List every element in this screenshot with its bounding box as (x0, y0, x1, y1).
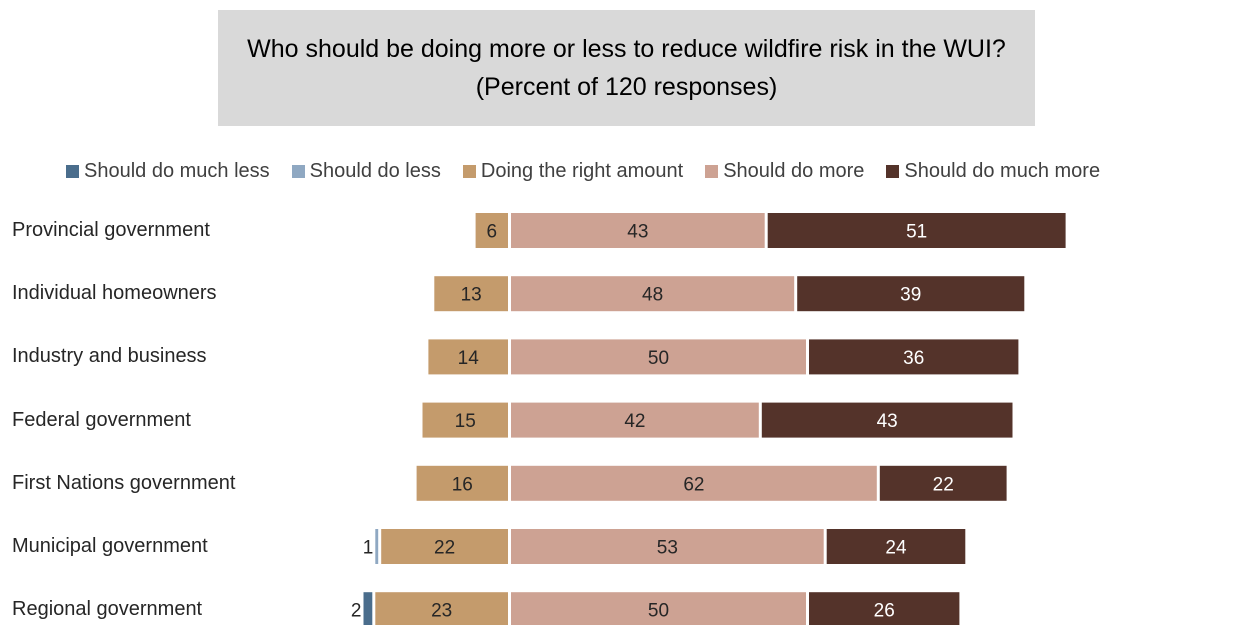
bar-regional-government-doing-the-right-amount (375, 592, 508, 625)
chart-title-box: Who should be doing more or less to redu… (218, 10, 1035, 126)
legend-swatch (66, 164, 79, 178)
bar-regional-government-should-do-much-more (809, 592, 960, 625)
data-label-individual-homeowners-doing-the-right-amount: 13 (461, 285, 482, 306)
data-label-municipal-government-should-do-much-more: 24 (885, 538, 907, 559)
legend-label: Should do more (723, 159, 865, 182)
data-label-municipal-government-doing-the-right-amount: 22 (434, 538, 455, 559)
bar-industry-and-business-should-do-more (511, 339, 806, 375)
bar-provincial-government-doing-the-right-amount (475, 213, 508, 248)
category-label-provincial-government: Provincial government (12, 219, 210, 241)
data-label-regional-government-doing-the-right-amount: 23 (431, 601, 452, 622)
category-label-industry-and-business: Industry and business (12, 345, 207, 368)
bar-regional-government-should-do-much-less (363, 592, 373, 625)
data-label-first-nations-government-should-do-much-more: 22 (933, 474, 954, 495)
bar-individual-homeowners-should-do-more (511, 276, 795, 312)
bar-individual-homeowners-should-do-much-more (797, 276, 1025, 312)
category-label-regional-government: Regional government (12, 598, 203, 621)
legend-label: Should do much less (84, 159, 270, 182)
bar-federal-government-should-do-much-more (761, 402, 1013, 438)
data-label-regional-government-should-do-more: 50 (648, 601, 669, 622)
data-label-first-nations-government-should-do-more: 62 (683, 474, 704, 495)
chart-title: Who should be doing more or less to redu… (247, 35, 1006, 101)
bar-individual-homeowners-doing-the-right-amount (434, 276, 508, 312)
data-label-provincial-government-should-do-much-more: 51 (906, 222, 927, 243)
legend-item-should-do-much-less: Should do much less (66, 160, 270, 183)
data-label-first-nations-government-doing-the-right-amount: 16 (452, 474, 473, 495)
bar-first-nations-government-should-do-much-more (879, 465, 1007, 501)
legend-item-should-do-less: Should do less (291, 159, 441, 183)
bar-industry-and-business-should-do-much-more (809, 339, 1019, 375)
bar-provincial-government-should-do-more (511, 213, 765, 248)
category-label-federal-government: Federal government (12, 408, 191, 431)
data-label-industry-and-business-should-do-more: 50 (648, 348, 669, 369)
bar-municipal-government-doing-the-right-amount (381, 529, 508, 564)
data-label-municipal-government-should-do-more: 53 (657, 538, 678, 559)
legend-item-doing-the-right-amount: Doing the right amount (462, 159, 684, 183)
legend-label: Should do less (309, 159, 441, 182)
bar-industry-and-business-doing-the-right-amount (428, 339, 508, 375)
category-label-individual-homeowners: Individual homeowners (12, 282, 217, 305)
data-label-individual-homeowners-should-do-more: 48 (642, 285, 663, 306)
data-label-regional-government-should-do-much-less: 2 (351, 601, 362, 622)
legend-label: Should do much more (904, 159, 1101, 182)
legend-item-should-do-more: Should do more (705, 160, 864, 183)
data-label-federal-government-should-do-much-more: 43 (877, 411, 898, 432)
data-label-federal-government-doing-the-right-amount: 15 (455, 411, 476, 432)
data-label-individual-homeowners-should-do-much-more: 39 (900, 285, 921, 306)
legend-swatch (705, 164, 719, 178)
bar-regional-government-should-do-more (511, 592, 806, 625)
data-label-provincial-government-doing-the-right-amount: 6 (487, 222, 498, 243)
legend-swatch (462, 164, 476, 178)
data-label-industry-and-business-should-do-much-more: 36 (903, 348, 924, 369)
bar-federal-government-should-do-more (511, 402, 759, 438)
bar-municipal-government-should-do-less (375, 529, 379, 564)
legend-label: Doing the right amount (480, 159, 684, 182)
legend: Should do much less Should do less Doing t… (66, 157, 1100, 185)
category-label-municipal-government: Municipal government (12, 535, 208, 557)
bar-first-nations-government-doing-the-right-amount (416, 465, 508, 501)
data-label-industry-and-business-doing-the-right-amount: 14 (458, 348, 480, 369)
legend-item-should-do-much-more: Should do much more (886, 160, 1100, 183)
bar-federal-government-doing-the-right-amount (422, 402, 508, 438)
legend-swatch (886, 164, 900, 178)
data-label-federal-government-should-do-more: 42 (624, 411, 645, 432)
bar-municipal-government-should-do-much-more (826, 529, 966, 564)
category-label-first-nations-government: First Nations government (12, 471, 236, 494)
bar-first-nations-government-should-do-more (511, 465, 877, 501)
data-label-provincial-government-should-do-more: 43 (627, 222, 648, 243)
bar-municipal-government-should-do-more (511, 529, 824, 564)
data-label-municipal-government-should-do-less: 1 (363, 538, 374, 559)
bar-provincial-government-should-do-much-more (767, 213, 1066, 248)
legend-swatch (291, 164, 305, 178)
data-label-regional-government-should-do-much-more: 26 (874, 601, 895, 622)
